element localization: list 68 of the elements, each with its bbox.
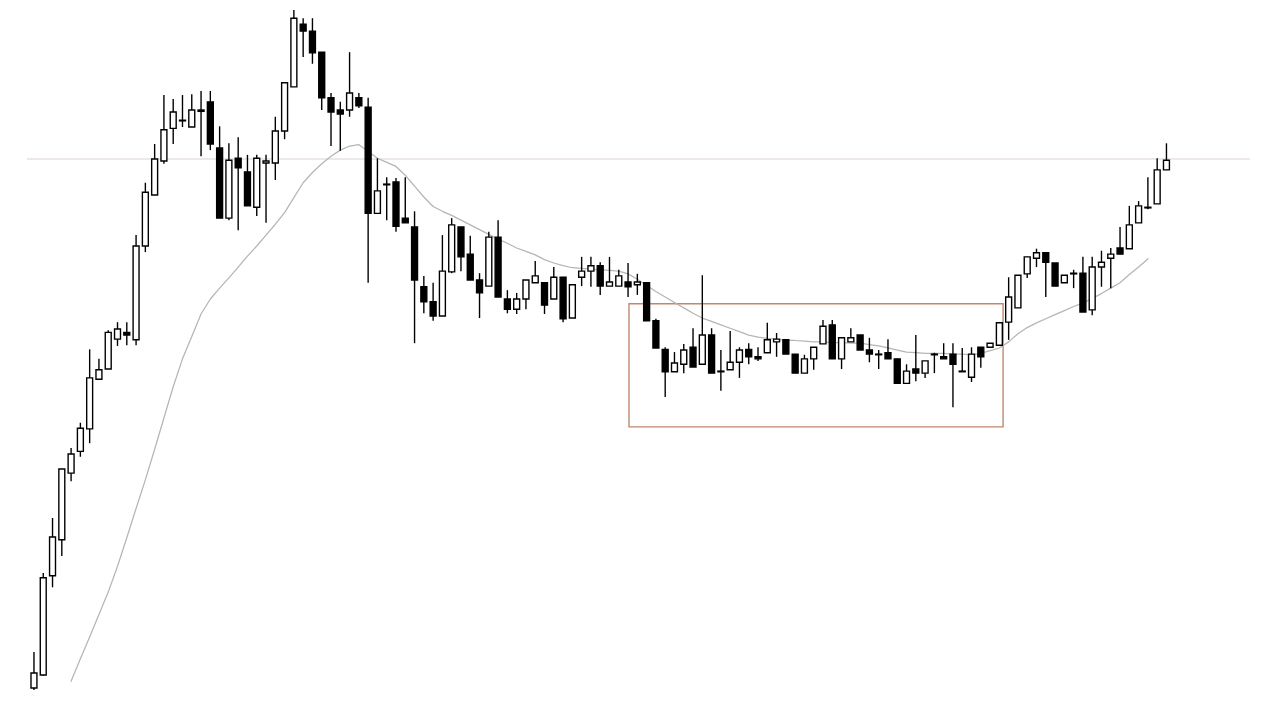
candlestick [865,337,874,363]
candlestick [912,334,920,382]
candlestick [327,92,335,147]
candlestick [178,94,187,128]
candlestick [345,51,354,118]
candlestick [522,279,530,310]
candlestick [1069,269,1078,289]
candlestick [977,346,985,369]
candlestick [169,98,177,145]
candlestick [800,354,809,374]
candlestick [76,422,85,458]
candlestick [810,346,818,371]
candlestick [1051,262,1059,287]
candlestick [1023,256,1031,279]
candlestick [1032,248,1041,268]
candlestick [624,262,632,298]
candlestick [123,321,131,346]
candlestick [188,93,196,128]
candlestick [1107,247,1115,289]
candlestick [1134,200,1143,224]
candlestick [949,342,957,408]
candlestick [373,157,382,215]
candlestick [475,272,484,319]
candlestick [605,256,614,287]
candlestick [745,342,753,365]
candlestick [902,363,911,385]
candlestick [884,338,892,360]
candlestick [512,292,521,315]
candlestick [113,321,122,347]
candlestick [772,332,781,358]
candlestick [262,154,270,224]
candlestick [837,337,846,370]
candlestick [633,273,642,296]
candlestick [383,176,391,221]
candlestick [234,136,242,232]
candlestick [550,266,558,300]
candlestick [995,322,1004,346]
candlestick [30,651,38,691]
candlestick [661,346,669,398]
candlestick [1125,205,1133,250]
candlestick [531,260,539,284]
candlestick [1144,176,1152,210]
candlestick [67,447,75,482]
candlestick [875,349,883,370]
candlestick [401,176,409,224]
candlestick [1097,250,1106,288]
candlestick [197,90,205,157]
candlestick [670,351,679,373]
candlestick [689,327,697,368]
candlestick [1162,142,1171,171]
candlestick [754,346,762,362]
candlestick [958,347,966,373]
candlestick [763,322,771,354]
candlestick [1116,226,1124,255]
candlestick [819,319,827,345]
candlestick [540,282,549,315]
candlestick [967,346,976,383]
candlestick [717,349,725,392]
candlestick [1042,252,1050,298]
candlestick [577,256,586,287]
candlestick [503,289,512,314]
candlestick [735,346,744,379]
candlestick [308,17,317,65]
candlestick [95,358,103,380]
candlestick [587,256,595,288]
candlestick [680,343,688,374]
candlestick [596,261,604,296]
candlestick [336,101,344,152]
